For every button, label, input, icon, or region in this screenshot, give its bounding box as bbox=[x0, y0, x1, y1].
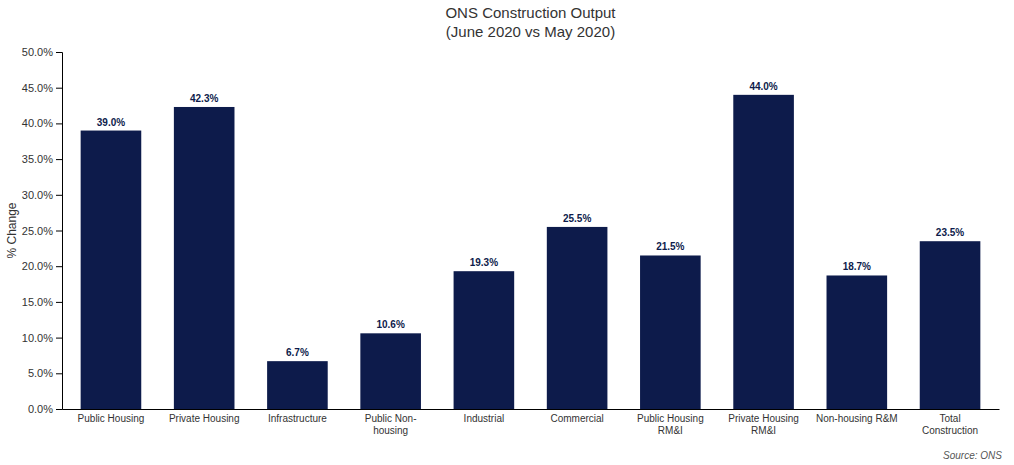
x-tick-label: Public Housing bbox=[78, 413, 145, 424]
chart: 0.0% 5.0% 10.0% 15.0% 20.0% 25.0% 30.0% 35.0% 40… bbox=[0, 0, 1014, 465]
data-label: 25.5% bbox=[563, 213, 591, 224]
x-tick-label-line: Industrial bbox=[464, 413, 505, 424]
y-tick-mark bbox=[56, 373, 62, 374]
y-tick-label: 40.0% bbox=[22, 117, 53, 129]
bar bbox=[547, 227, 608, 409]
data-label: 18.7% bbox=[843, 261, 871, 272]
x-tick-label-line: RM&I bbox=[658, 425, 683, 436]
y-tick-label: 30.0% bbox=[22, 189, 53, 201]
bar bbox=[81, 131, 142, 409]
y-tick-label: 10.0% bbox=[22, 332, 53, 344]
y-tick-mark bbox=[56, 52, 62, 53]
data-label: 10.6% bbox=[376, 319, 404, 330]
bars bbox=[81, 95, 981, 409]
y-tick: 50.0% bbox=[22, 46, 62, 58]
source: Source: ONS bbox=[943, 450, 1002, 461]
x-axis-line bbox=[63, 409, 1000, 410]
y-tick-label: 0.0% bbox=[28, 403, 53, 415]
y-tick: 30.0% bbox=[22, 189, 62, 201]
y-tick: 0.0% bbox=[28, 403, 62, 415]
bar bbox=[640, 255, 701, 409]
y-axis-title: % Change bbox=[5, 202, 19, 258]
y-tick: 10.0% bbox=[22, 332, 62, 344]
x-tick-label-line: Public Housing bbox=[78, 413, 145, 424]
y-tick-mark bbox=[56, 231, 62, 232]
data-label: 44.0% bbox=[749, 81, 777, 92]
y-tick: 25.0% bbox=[22, 225, 62, 237]
x-tick: Infrastructure bbox=[268, 413, 327, 424]
x-tick-label-line: Public Housing bbox=[637, 413, 704, 424]
x-tick-label: Infrastructure bbox=[268, 413, 327, 424]
x-axis: Public Housing Private Housing Infrastruct… bbox=[63, 410, 1000, 436]
x-tick-label: Non-housing R&M bbox=[816, 413, 898, 424]
y-tick-mark bbox=[56, 88, 62, 89]
x-tick: Commercial bbox=[550, 413, 603, 424]
y-tick-mark bbox=[56, 159, 62, 160]
y-tick-label: 25.0% bbox=[22, 225, 53, 237]
bar bbox=[827, 275, 888, 409]
y-tick: 5.0% bbox=[28, 367, 62, 379]
x-tick-label-line: Private Housing bbox=[728, 413, 799, 424]
y-tick-label: 35.0% bbox=[22, 153, 53, 165]
bar bbox=[733, 95, 794, 409]
data-label: 42.3% bbox=[190, 93, 218, 104]
x-tick-label: Commercial bbox=[550, 413, 603, 424]
y-tick-mark bbox=[56, 338, 62, 339]
bar bbox=[360, 333, 421, 409]
x-tick: Public Housing bbox=[78, 413, 145, 424]
y-tick-mark bbox=[56, 302, 62, 303]
data-label: 6.7% bbox=[286, 347, 309, 358]
y-tick-mark bbox=[56, 195, 62, 196]
x-tick-label-line: Infrastructure bbox=[268, 413, 327, 424]
y-tick-label: 20.0% bbox=[22, 260, 53, 272]
y-tick-mark bbox=[56, 409, 62, 410]
y-tick: 45.0% bbox=[22, 82, 62, 94]
x-tick-label-line: Total bbox=[939, 413, 960, 424]
x-tick: Private HousingRM&I bbox=[728, 413, 799, 436]
y-tick: 15.0% bbox=[22, 296, 62, 308]
x-tick-label: Industrial bbox=[464, 413, 505, 424]
x-tick-label: Public Non-housing bbox=[365, 413, 417, 436]
y-axis-line bbox=[56, 53, 63, 410]
y-tick: 35.0% bbox=[22, 153, 62, 165]
data-labels: 39.0% 42.3% 6.7% 10.6% 19.3% 25.5% 21.5% 44.0% 1… bbox=[97, 81, 965, 358]
data-label: 19.3% bbox=[470, 257, 498, 268]
data-label: 39.0% bbox=[97, 117, 125, 128]
y-tick: 20.0% bbox=[22, 260, 62, 272]
plot: 0.0% 5.0% 10.0% 15.0% 20.0% 25.0% 30.0% 35.0% 40… bbox=[22, 46, 1000, 436]
y-tick-label: 15.0% bbox=[22, 296, 53, 308]
x-tick: Public HousingRM&I bbox=[637, 413, 704, 436]
x-tick-label-line: Commercial bbox=[550, 413, 603, 424]
y-tick-label: 5.0% bbox=[28, 367, 53, 379]
y-tick-mark bbox=[56, 123, 62, 124]
y-tick-label: 45.0% bbox=[22, 82, 53, 94]
x-tick: TotalConstruction bbox=[922, 413, 978, 436]
y-tick-mark bbox=[56, 266, 62, 267]
x-tick: Public Non-housing bbox=[365, 413, 417, 436]
x-tick-label-line: Construction bbox=[922, 425, 978, 436]
y-tick-label: 50.0% bbox=[22, 46, 53, 58]
bar bbox=[920, 241, 981, 409]
bar bbox=[267, 361, 328, 409]
title: ONS Construction Output bbox=[445, 4, 616, 21]
y-axis: 0.0% 5.0% 10.0% 15.0% 20.0% 25.0% 30.0% 35.0% 40… bbox=[22, 46, 63, 415]
data-label: 21.5% bbox=[656, 241, 684, 252]
x-tick-label: Public HousingRM&I bbox=[637, 413, 704, 436]
x-tick: Industrial bbox=[464, 413, 505, 424]
x-tick-label-line: Non-housing R&M bbox=[816, 413, 898, 424]
subtitle: (June 2020 vs May 2020) bbox=[446, 23, 615, 40]
y-tick: 40.0% bbox=[22, 117, 62, 129]
x-tick-label: Private HousingRM&I bbox=[728, 413, 799, 436]
x-tick-label-line: Public Non- bbox=[365, 413, 417, 424]
x-tick-label: Private Housing bbox=[169, 413, 240, 424]
x-tick-label-line: Private Housing bbox=[169, 413, 240, 424]
x-tick: Private Housing bbox=[169, 413, 240, 424]
bar bbox=[454, 271, 515, 409]
x-tick-label: TotalConstruction bbox=[922, 413, 978, 436]
bar bbox=[174, 107, 235, 409]
data-label: 23.5% bbox=[936, 227, 964, 238]
x-tick-label-line: housing bbox=[373, 425, 408, 436]
x-tick: Non-housing R&M bbox=[816, 413, 898, 424]
x-tick-label-line: RM&I bbox=[751, 425, 776, 436]
